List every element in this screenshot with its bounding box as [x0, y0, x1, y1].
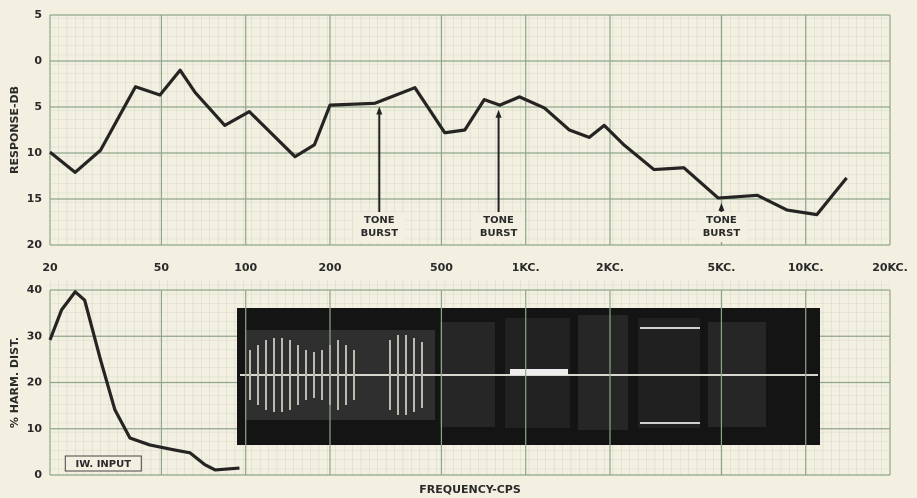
y-tick-label: 0 — [34, 468, 42, 481]
oscillogram-photo — [237, 308, 820, 445]
y-axis-title: RESPONSE-DB — [8, 86, 21, 174]
y-axis-title: % HARM. DIST. — [8, 337, 21, 428]
line — [48, 68, 848, 217]
y-tick-label: 20 — [27, 238, 43, 251]
annotation: BURST — [703, 228, 741, 239]
x-tick-label: 500 — [430, 261, 453, 274]
x-tick-label: 20KC. — [872, 261, 908, 274]
annotation-box — [353, 212, 406, 242]
annotation-box — [64, 455, 142, 472]
y-tick-label: 10 — [27, 146, 43, 159]
y-tick-label: 5 — [34, 8, 42, 21]
grid-paper — [50, 15, 890, 245]
y-tick-label: 0 — [34, 54, 42, 67]
x-tick-label: 200 — [319, 261, 342, 274]
x-tick-label: 10KC. — [788, 261, 824, 274]
annotation: TONE — [364, 215, 395, 226]
arrow-head — [376, 106, 383, 115]
x-tick-label: 20 — [42, 261, 58, 274]
x-tick-label: 1KC. — [512, 261, 540, 274]
annotation-box — [695, 212, 748, 242]
y-tick-label: 10 — [27, 422, 43, 435]
annotation-box — [472, 212, 525, 242]
arrow-head — [495, 109, 502, 118]
y-tick-label: 15 — [27, 192, 42, 205]
y-tick-label: 30 — [27, 329, 43, 342]
x-tick-label: 100 — [234, 261, 257, 274]
annotation: TONE — [483, 215, 514, 226]
line — [48, 290, 240, 472]
annotation: TONE — [706, 215, 737, 226]
y-tick-label: 40 — [27, 283, 43, 296]
y-tick-label: 20 — [27, 376, 43, 389]
x-tick-label: 5KC. — [707, 261, 735, 274]
x-axis-title: FREQUENCY-CPS — [419, 483, 521, 496]
x-tick-label: 2KC. — [596, 261, 624, 274]
annotation: IW. INPUT — [76, 459, 132, 470]
annotation: BURST — [480, 228, 518, 239]
x-tick-label: 50 — [154, 261, 170, 274]
arrow-head — [718, 202, 725, 211]
y-tick-label: 5 — [34, 100, 42, 113]
annotation: BURST — [361, 228, 399, 239]
